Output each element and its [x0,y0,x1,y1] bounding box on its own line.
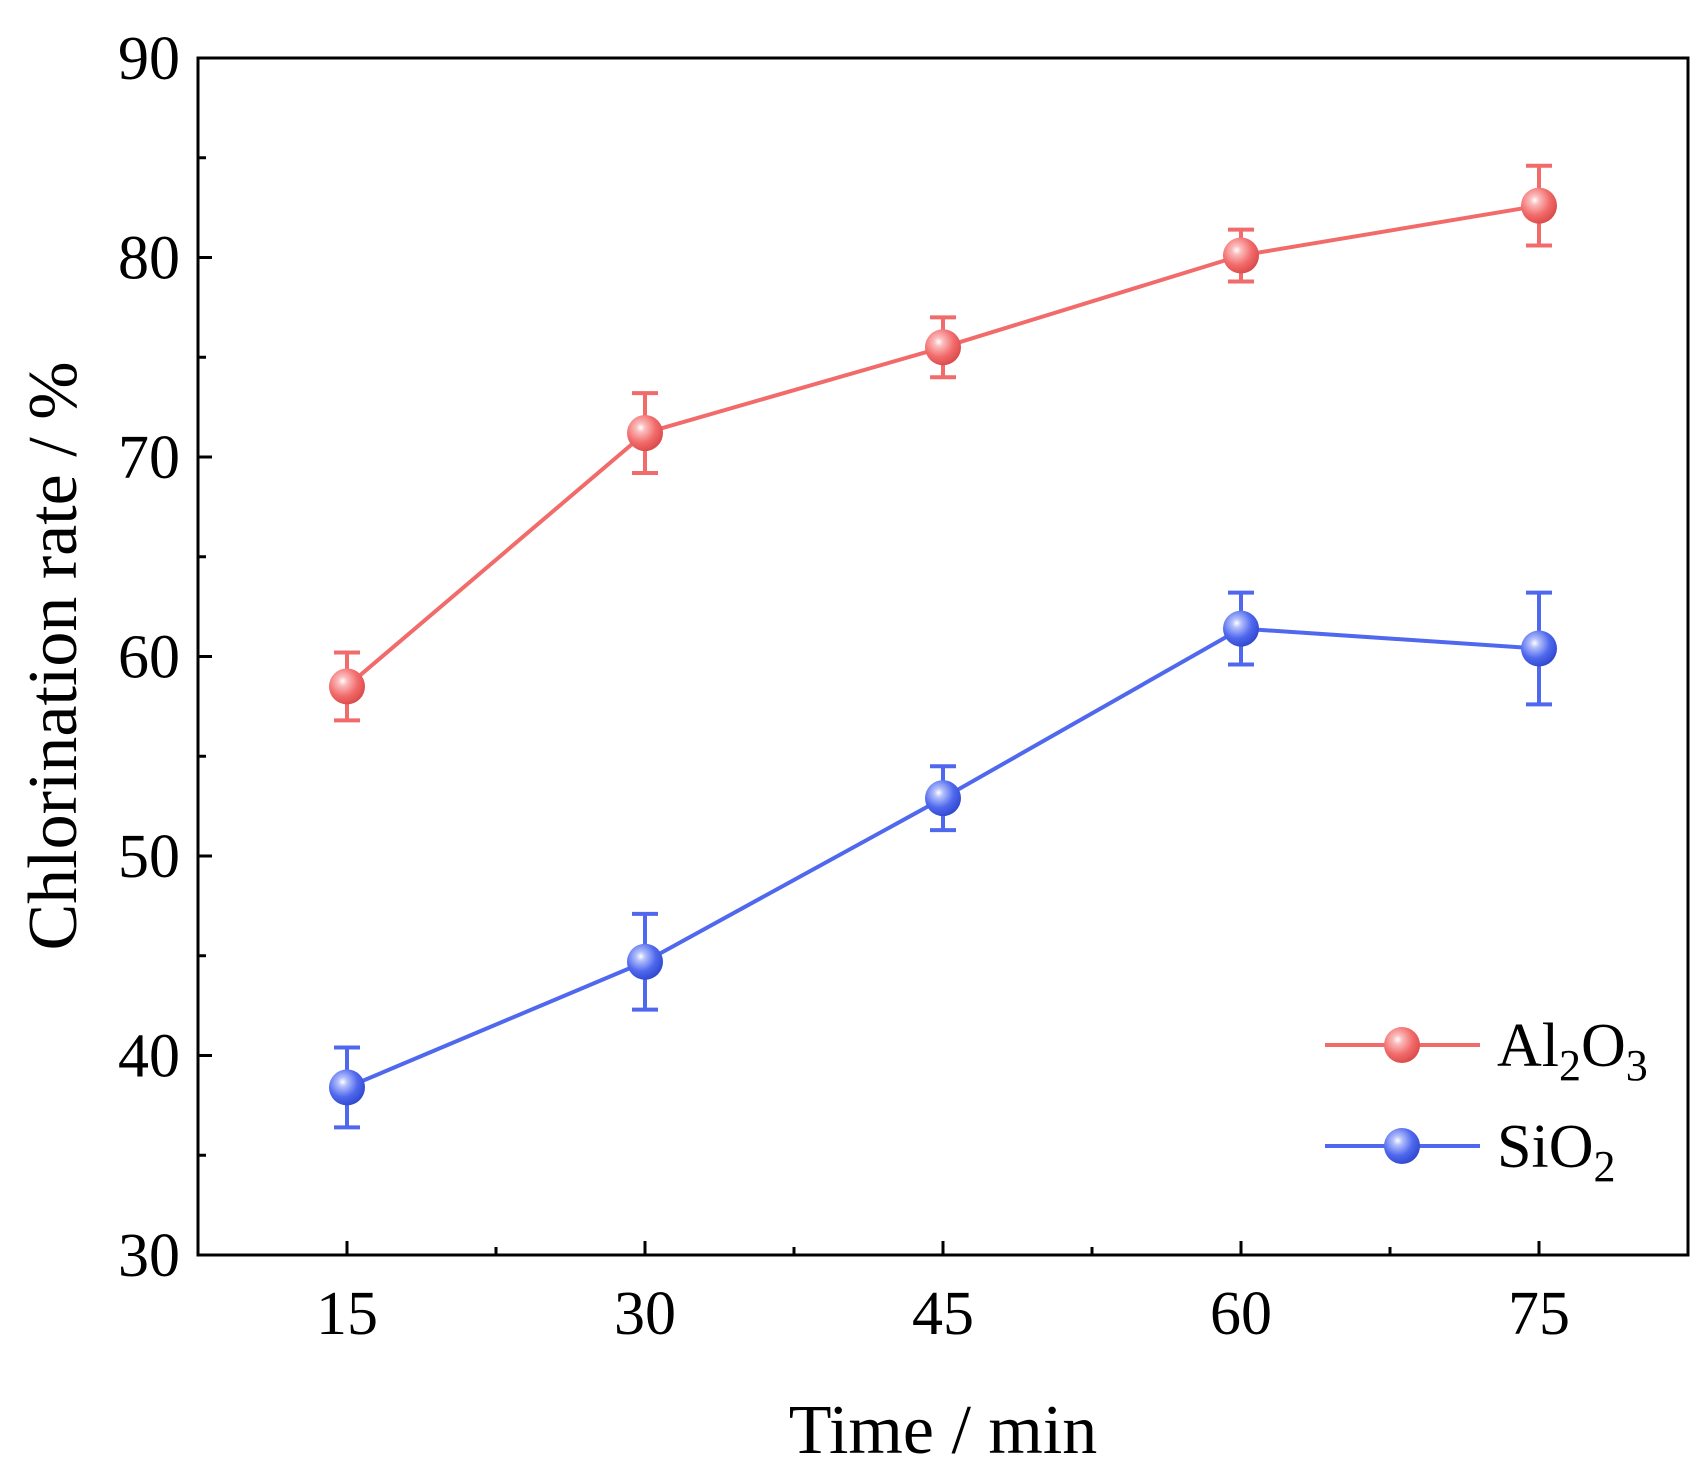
x-axis-ticks [345,1241,1541,1255]
series-line [346,626,1540,1090]
y-tick-label: 50 [118,823,180,891]
data-point [627,415,663,452]
legend-item-al2o3: Al2O3 [1325,1012,1648,1090]
data-point [329,668,365,705]
legend-marker-al2o3 [1384,1027,1420,1063]
y-axis-ticks [198,56,212,1257]
series-line [345,203,1540,688]
x-tick-label: 15 [316,1280,378,1348]
data-point [329,1069,365,1106]
legend-marker-sio2 [1384,1128,1420,1164]
data-point [1521,187,1557,224]
y-axis-tick-labels: 30 40 50 60 70 80 90 [118,25,180,1290]
y-tick-label: 40 [118,1023,180,1091]
y-tick-label: 30 [118,1222,180,1290]
series-layer [329,163,1557,1130]
y-tick-label: 60 [118,624,180,692]
series-0 [329,163,1557,723]
series-1 [329,590,1557,1130]
data-point [925,780,961,817]
x-tick-label: 45 [912,1280,974,1348]
legend-item-sio2: SiO2 [1325,1113,1615,1191]
legend-label-sio2: SiO2 [1497,1113,1615,1191]
x-tick-label: 30 [614,1280,676,1348]
legend-label-al2o3: Al2O3 [1497,1012,1648,1090]
x-tick-label: 60 [1210,1280,1272,1348]
y-axis-title: Chlorination rate / % [15,361,92,950]
x-axis-title: Time / min [789,1392,1098,1469]
x-tick-label: 75 [1508,1280,1570,1348]
y-tick-label: 90 [118,25,180,93]
data-point [1521,630,1557,667]
legend: Al2O3 SiO2 [1325,1012,1648,1191]
data-point [1223,237,1259,274]
y-tick-label: 70 [118,424,180,492]
data-point [925,329,961,366]
data-point [1223,610,1259,647]
data-point [627,943,663,980]
plot-frame [196,56,1690,1257]
y-tick-label: 80 [118,225,180,293]
x-axis-tick-labels: 15 30 45 60 75 [316,1280,1570,1348]
